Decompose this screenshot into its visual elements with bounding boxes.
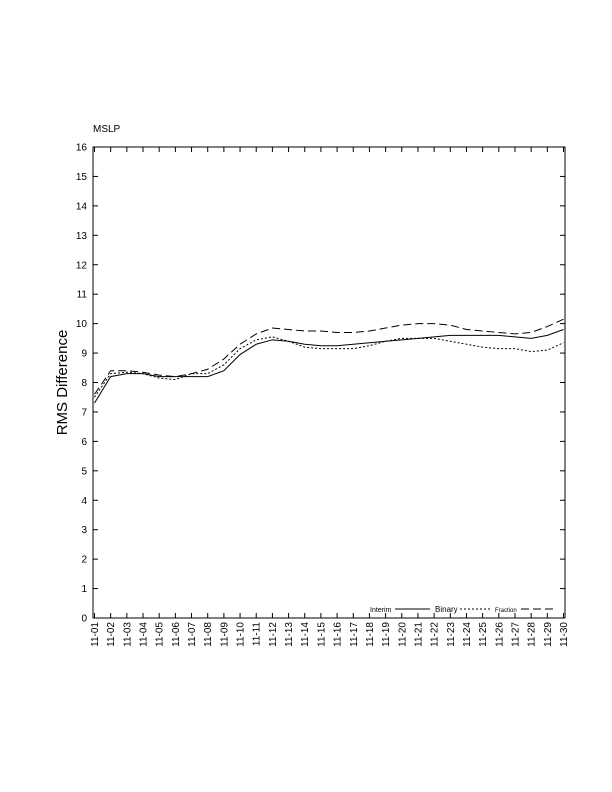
x-tick-label: 11-04 [139, 622, 150, 647]
x-tick-label: 11-16 [333, 622, 344, 647]
y-tick-label: 12 [76, 260, 88, 271]
legend-label-interim: Interim [370, 607, 392, 614]
x-tick-label: 11-09 [219, 622, 230, 647]
x-tick-label: 11-10 [236, 622, 247, 647]
y-tick-label: 3 [81, 525, 87, 536]
x-tick-label: 11-14 [300, 622, 311, 647]
y-tick-label: 14 [76, 201, 88, 212]
x-tick-label: 11-01 [90, 622, 101, 647]
x-tick-label: 11-20 [397, 622, 408, 647]
y-tick-label: 5 [81, 466, 87, 477]
x-tick-label: 11-08 [203, 622, 214, 647]
y-tick-label: 11 [77, 290, 88, 301]
x-tick-label: 11-22 [430, 622, 441, 647]
x-axis-ticks: 11-01 11-02 11-03 11-04 11-05 11-06 11-07 11-08… [90, 147, 570, 647]
y-tick-label: 10 [76, 319, 88, 330]
x-tick-label: 11-17 [349, 622, 360, 647]
x-tick-label: 11-30 [559, 622, 570, 647]
x-tick-label: 11-19 [381, 622, 392, 647]
x-tick-label: 11-28 [527, 622, 538, 647]
y-tick-label: 1 [81, 584, 87, 595]
x-tick-label: 11-02 [106, 622, 117, 647]
series-lines [94, 318, 564, 404]
series-line-fraction [94, 318, 564, 395]
x-tick-label: 11-21 [413, 622, 424, 647]
x-tick-label: 11-23 [446, 622, 457, 647]
chart-title: MSLP [93, 124, 121, 135]
series-line-interim [94, 329, 564, 404]
x-tick-label: 11-29 [543, 622, 554, 647]
y-tick-label: 6 [81, 437, 87, 448]
series-line-binary [94, 336, 564, 398]
y-tick-label: 16 [76, 143, 88, 154]
y-tick-label: 0 [81, 614, 87, 625]
plot-frame [92, 146, 566, 619]
y-tick-label: 7 [81, 407, 87, 418]
x-tick-label: 11-26 [494, 622, 505, 647]
legend-label-binary: Binary [435, 605, 458, 614]
x-tick-label: 11-06 [171, 622, 182, 647]
y-tick-label: 13 [76, 231, 88, 242]
legend: Interim Binary Fraction [370, 605, 556, 614]
y-tick-label: 9 [81, 349, 87, 360]
x-tick-label: 11-27 [510, 622, 521, 647]
x-tick-label: 11-12 [268, 622, 279, 647]
y-tick-label: 8 [81, 378, 87, 389]
x-tick-label: 11-11 [252, 622, 263, 647]
y-tick-label: 15 [76, 172, 88, 183]
y-axis-label: RMS Difference [54, 330, 71, 436]
y-tick-label: 2 [81, 555, 87, 566]
y-tick-label: 4 [81, 496, 87, 507]
x-tick-label: 11-15 [316, 622, 327, 647]
x-tick-label: 11-25 [478, 622, 489, 647]
x-tick-label: 11-18 [365, 622, 376, 647]
x-tick-label: 11-05 [155, 622, 166, 647]
x-tick-label: 11-13 [284, 622, 295, 647]
x-tick-label: 11-07 [187, 622, 198, 647]
x-tick-label: 11-24 [462, 622, 473, 647]
x-tick-label: 11-03 [122, 622, 133, 647]
legend-label-fraction: Fraction [495, 608, 517, 614]
